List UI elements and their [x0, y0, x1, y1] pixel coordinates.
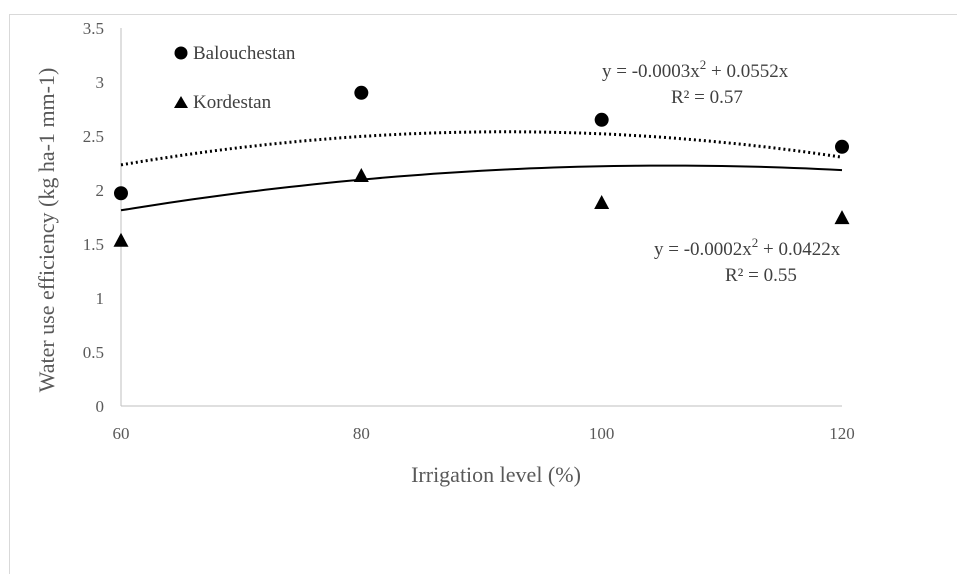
x-tick-label: 100	[589, 424, 615, 443]
equation-tail-kordestan: + 0.0422x	[758, 239, 840, 260]
data-point-balouchestan	[354, 85, 369, 100]
x-tick-labels: 60 80 100 120	[113, 424, 855, 443]
equation-sup-balouchestan: 2	[700, 57, 707, 72]
r2-kordestan: R² = 0.55	[725, 265, 797, 286]
legend-marker-kordestan	[174, 96, 188, 108]
svg-text:y = -0.0003x2 + 0.0552x: y = -0.0003x2 + 0.0552x	[602, 57, 789, 82]
y-tick-label: 2	[96, 181, 105, 200]
y-tick-label: 3.5	[83, 19, 104, 38]
y-tick-labels: 0 0.5 1 1.5 2 2.5 3 3.5	[83, 19, 104, 416]
y-axis-title: Water use efficiency (kg ha-1 mm-1)	[34, 68, 59, 393]
x-tick-label: 120	[829, 424, 855, 443]
x-tick-label: 60	[113, 424, 130, 443]
svg-text:y = -0.0002x2 + 0.0422x: y = -0.0002x2 + 0.0422x	[654, 235, 841, 260]
chart-frame	[9, 14, 957, 574]
equation-main-kordestan: y = -0.0002x	[654, 239, 752, 260]
equation-balouchestan: y = -0.0003x2 + 0.0552x R² = 0.57	[602, 57, 789, 108]
data-points	[113, 85, 850, 247]
legend-label-kordestan: Kordestan	[193, 92, 272, 113]
y-tick-label: 0.5	[83, 343, 104, 362]
data-point-kordestan	[113, 232, 129, 247]
r2-balouchestan: R² = 0.57	[671, 87, 743, 108]
equation-tail-balouchestan: + 0.0552x	[706, 61, 788, 82]
y-tick-label: 1.5	[83, 235, 104, 254]
equation-sup-kordestan: 2	[752, 235, 759, 250]
trendline-balouchestan	[120, 130, 843, 167]
data-point-balouchestan	[594, 112, 609, 127]
data-point-balouchestan	[114, 186, 128, 201]
legend-marker-balouchestan	[174, 46, 188, 60]
equation-main-balouchestan: y = -0.0003x	[602, 61, 700, 82]
y-tick-label: 1	[96, 289, 105, 308]
data-point-kordestan	[353, 167, 369, 182]
data-point-kordestan	[834, 210, 850, 225]
y-tick-label: 3	[96, 73, 105, 92]
equation-kordestan: y = -0.0002x2 + 0.0422x R² = 0.55	[654, 235, 841, 286]
data-point-balouchestan	[835, 139, 849, 154]
legend: Balouchestan Kordestan	[174, 43, 296, 113]
axes	[120, 28, 842, 407]
trendline-kordestan	[120, 164, 843, 212]
x-axis-title: Irrigation level (%)	[411, 462, 581, 487]
y-tick-label: 0	[96, 397, 105, 416]
y-tick-label: 2.5	[83, 127, 104, 146]
data-point-kordestan	[594, 194, 610, 209]
x-tick-label: 80	[353, 424, 370, 443]
legend-label-balouchestan: Balouchestan	[193, 43, 296, 64]
trendlines	[120, 130, 843, 212]
